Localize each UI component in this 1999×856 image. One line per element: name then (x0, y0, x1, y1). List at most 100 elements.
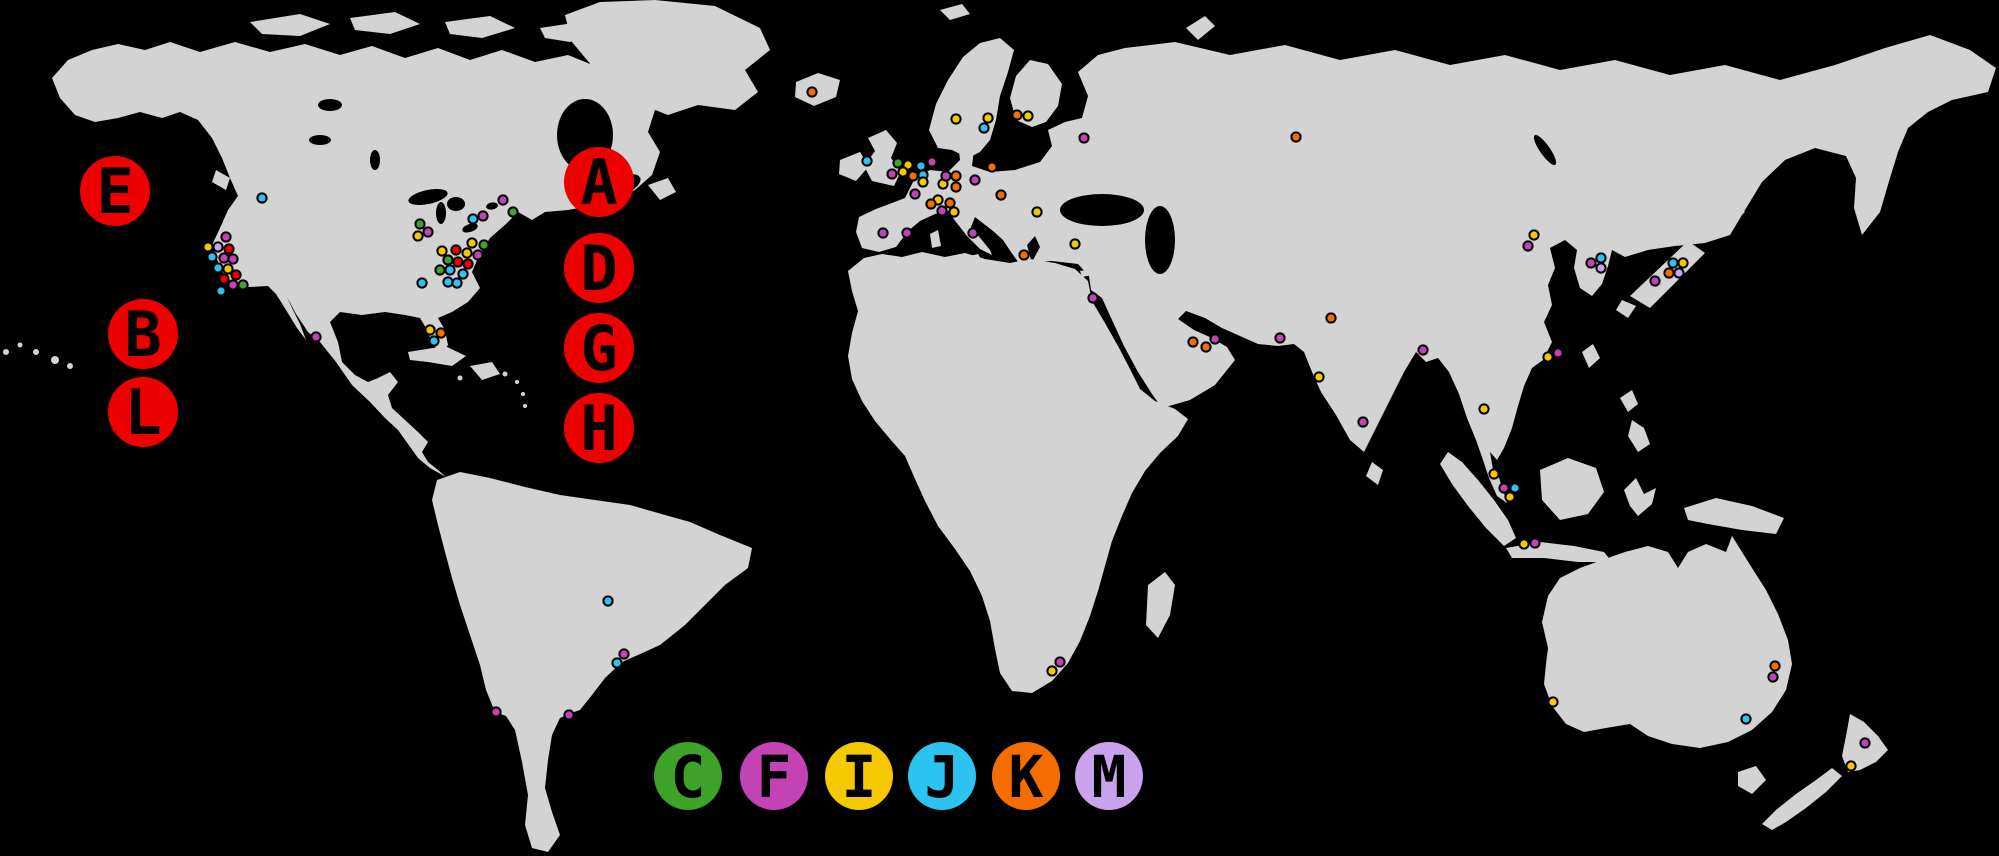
site-dot-F (227, 279, 239, 291)
site-dot-I (222, 263, 234, 275)
site-dot-F (969, 174, 981, 186)
site-dot-R (218, 273, 230, 285)
site-dot-I (461, 247, 473, 259)
single-site-circle-E (80, 156, 150, 226)
site-dot-K (1663, 267, 1675, 279)
site-dot-I (1845, 760, 1857, 772)
site-dot-K (986, 161, 998, 173)
site-dot-J (451, 277, 463, 289)
legend-circle-C (654, 742, 722, 810)
site-dot-J (215, 285, 227, 297)
site-dot-J (457, 268, 469, 280)
site-dot-F (909, 188, 921, 200)
site-dot-F (1498, 482, 1510, 494)
single-site-circle-A (564, 147, 634, 217)
site-dot-J (416, 277, 428, 289)
site-dot-F (1585, 257, 1597, 269)
site-dot-I (1504, 491, 1516, 503)
site-dot-C (478, 239, 490, 251)
site-dot-F (1054, 656, 1066, 668)
single-site-letter-E: E (96, 155, 133, 228)
site-dot-I (1547, 696, 1559, 708)
site-dot-F (1078, 132, 1090, 144)
single-site-circle-B (108, 299, 178, 369)
site-dot-J (1667, 257, 1679, 269)
single-site-letter-B: B (124, 298, 161, 371)
site-dot-F (1274, 332, 1286, 344)
site-dot-J (1595, 252, 1607, 264)
site-dot-I (412, 230, 424, 242)
single-site-letter-H: H (580, 392, 617, 465)
legend-letter-J: J (925, 743, 960, 811)
single-site-circle-G (564, 313, 634, 383)
site-dot-K (950, 170, 962, 182)
site-dot-J (428, 335, 440, 347)
site-dot-J (611, 657, 623, 669)
site-dot-R (450, 244, 462, 256)
site-dot-F (926, 156, 938, 168)
site-dot-I (1022, 110, 1034, 122)
site-dot-J (467, 213, 479, 225)
site-dot-F (218, 252, 230, 264)
site-dot-K (1325, 312, 1337, 324)
legend-circle-M (1075, 742, 1143, 810)
site-dot-K (1018, 249, 1030, 261)
site-dot-R (230, 269, 242, 281)
site-dot-J (206, 251, 218, 263)
site-dot-K (1769, 660, 1781, 672)
site-dot-I (1046, 665, 1058, 677)
site-dot-I (1488, 468, 1500, 480)
site-dot-R (223, 243, 235, 255)
single-site-letter-D: D (580, 232, 617, 305)
site-dot-F (310, 331, 322, 343)
world-landmasses (3, 0, 1996, 852)
site-dot-J (256, 192, 268, 204)
site-dot-I (917, 176, 929, 188)
legend-circle-I (825, 742, 893, 810)
site-dot-F (477, 210, 489, 222)
site-dot-F (422, 226, 434, 238)
site-dot-F (1522, 240, 1534, 252)
site-dot-K (907, 170, 919, 182)
site-dot-J (442, 276, 454, 288)
site-dot-I (466, 237, 478, 249)
site-dot-I (1313, 371, 1325, 383)
site-dot-F (1087, 292, 1099, 304)
site-dot-I (1677, 257, 1689, 269)
site-dot-J (915, 160, 927, 172)
legend-letter-C: C (671, 743, 706, 811)
legend-circle-K (992, 742, 1060, 810)
newfoundland-island (648, 178, 676, 200)
legend-circle-F (740, 742, 808, 810)
site-dot-J (861, 155, 873, 167)
site-dot-K (435, 327, 447, 339)
site-dot-J (444, 264, 456, 276)
site-dot-K (1290, 131, 1302, 143)
site-dot-I (202, 241, 214, 253)
legend-letter-K: K (1009, 743, 1044, 811)
site-dot-I (1069, 238, 1081, 250)
site-dot-F (227, 253, 239, 265)
site-dot-F (1417, 344, 1429, 356)
site-dot-K (1187, 336, 1199, 348)
site-dot-F (1529, 537, 1541, 549)
site-dot-F (1859, 737, 1871, 749)
single-site-letter-L: L (124, 376, 161, 449)
site-dot-I (950, 113, 962, 125)
site-dot-F (1767, 671, 1779, 683)
legend-circle-J (908, 742, 976, 810)
site-dot-I (897, 166, 909, 178)
site-dot-K (1200, 341, 1212, 353)
single-site-circle-H (564, 393, 634, 463)
site-dot-F (940, 170, 952, 182)
site-dot-K (925, 198, 937, 210)
site-dot-J (212, 262, 224, 274)
single-site-letter-A: A (580, 146, 617, 219)
site-dot-K (1011, 109, 1023, 121)
site-dot-R (462, 258, 474, 270)
site-dot-F (618, 648, 630, 660)
site-dot-J (1509, 482, 1521, 494)
site-dot-F (936, 205, 948, 217)
site-dot-F (1552, 347, 1564, 359)
